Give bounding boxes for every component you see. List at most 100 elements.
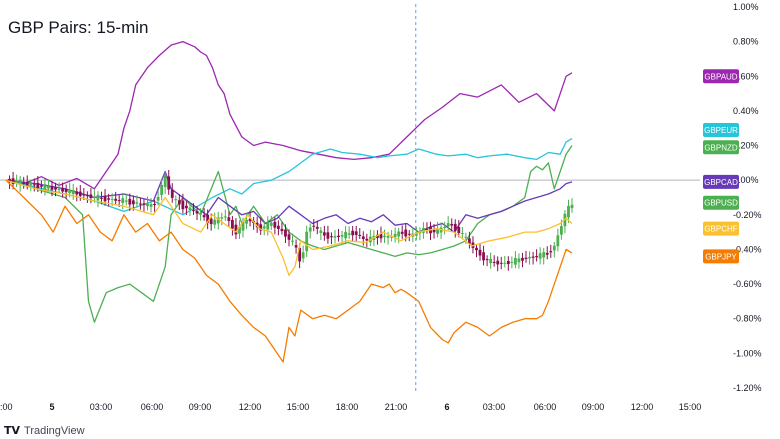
- candle-body: [393, 233, 397, 238]
- series-gbpaud: [5, 40, 573, 190]
- candle-body: [499, 262, 503, 264]
- candle-body: [269, 222, 273, 226]
- label-badge: [703, 122, 739, 137]
- candle-body: [216, 217, 220, 224]
- candle-body: [220, 217, 224, 219]
- candle-body: [185, 205, 188, 209]
- candle-body: [262, 226, 266, 229]
- candle-body: [284, 229, 287, 237]
- label-badge: [703, 195, 739, 210]
- candle-body: [397, 231, 401, 237]
- candle-body: [280, 228, 284, 232]
- candle-body: [82, 194, 86, 196]
- candle-body: [18, 179, 22, 185]
- candle-body: [170, 189, 174, 198]
- candle-body: [567, 205, 570, 218]
- label-badge: [703, 174, 739, 189]
- x-tick-label: 15:00: [287, 402, 310, 412]
- candle-body: [322, 232, 326, 236]
- candle-body: [266, 222, 270, 230]
- label-badge: [703, 221, 739, 236]
- candle-body: [22, 182, 26, 184]
- candle-body: [139, 203, 142, 205]
- candle-body: [287, 234, 291, 240]
- candle-body: [386, 236, 390, 238]
- candle-body: [248, 218, 252, 222]
- label-gbpchf: GBPCHF: [703, 221, 739, 236]
- candle-body: [468, 238, 471, 244]
- branding[interactable]: TV TradingView: [4, 424, 85, 437]
- candle-body: [259, 224, 263, 231]
- candle-body: [11, 178, 15, 184]
- candle-body: [39, 185, 43, 187]
- x-tick-label: 03:00: [483, 402, 506, 412]
- candle-body: [443, 226, 447, 228]
- candle-body: [245, 219, 248, 224]
- candle-body: [43, 184, 47, 190]
- x-tick-label: :00: [0, 402, 13, 412]
- label-gbpcad: GBPCAD: [703, 174, 739, 189]
- candle-body: [96, 195, 100, 201]
- candle-body: [489, 258, 493, 264]
- candle-body: [457, 226, 461, 234]
- y-tick-label: -0.60%: [733, 279, 762, 289]
- candle-body: [93, 196, 96, 198]
- series-labels: GBPAUD GBPEUR GBPNZD GBPCAD GBPUSD GBPCHF GBPJ…: [703, 69, 739, 264]
- candle-body: [61, 188, 64, 192]
- candle-body: [36, 182, 40, 189]
- candle-body: [450, 223, 454, 226]
- candle-body: [549, 251, 553, 253]
- candle-body: [135, 202, 139, 204]
- label-badge: [703, 249, 739, 264]
- candle-body: [404, 229, 408, 237]
- y-tick-label: -0.80%: [733, 314, 762, 324]
- candle-body: [379, 233, 383, 239]
- series-gbpcad: [5, 170, 573, 233]
- candle-body: [124, 200, 128, 202]
- candle-body: [54, 187, 57, 190]
- candle-body: [167, 176, 171, 190]
- candle-body: [294, 245, 298, 248]
- candle-body: [319, 230, 323, 234]
- candle-body: [390, 236, 393, 238]
- brand-name: TradingView: [24, 424, 85, 437]
- series-gbpjpy: [5, 179, 573, 363]
- candle-body: [436, 228, 439, 234]
- candle-body: [160, 184, 164, 195]
- candle-body: [376, 234, 379, 238]
- y-axis: 1.00% 0.80% 0.60% 0.40% 0.20% 0.00% -0.20% -0.4…: [733, 2, 762, 393]
- candle-body: [347, 233, 351, 235]
- candle-body: [146, 203, 149, 207]
- candle-body: [538, 253, 542, 259]
- candle-body: [524, 257, 528, 260]
- label-text: GBPNZD: [704, 143, 738, 152]
- label-badge: [703, 140, 739, 155]
- candle-body: [326, 232, 330, 239]
- candle-body: [510, 261, 514, 263]
- y-tick-label: 0.20%: [733, 141, 759, 151]
- label-gbpusd: GBPUSD: [703, 195, 739, 210]
- candle-body: [181, 200, 185, 210]
- candle-body: [521, 257, 524, 261]
- candle-body: [414, 233, 418, 236]
- candle-body: [365, 238, 369, 241]
- candle-body: [305, 231, 309, 252]
- x-tick-label: 15:00: [679, 402, 702, 412]
- candle-body: [238, 226, 241, 234]
- y-tick-label: -1.20%: [733, 383, 762, 393]
- y-tick-label: 0.60%: [733, 71, 759, 81]
- candle-body: [460, 232, 464, 234]
- candle-body: [156, 196, 160, 201]
- x-tick-label: 5: [49, 402, 54, 412]
- candle-body: [85, 194, 89, 197]
- candle-body: [163, 175, 167, 187]
- candle-body: [199, 213, 202, 215]
- candle-body: [528, 256, 531, 259]
- chart-title: GBP Pairs: 15-min: [8, 18, 149, 37]
- label-gbpjpy: GBPJPY: [703, 249, 739, 264]
- candle-body: [361, 236, 365, 240]
- x-tick-label: 12:00: [239, 402, 262, 412]
- candle-body: [75, 191, 79, 195]
- x-tick-label: 06:00: [534, 402, 557, 412]
- candle-body: [50, 186, 54, 190]
